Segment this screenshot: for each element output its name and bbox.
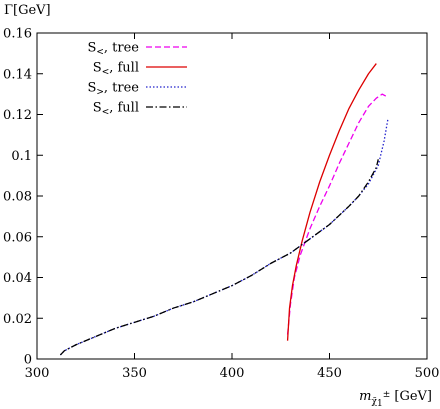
y-tick-label: 0.16 [3, 27, 32, 42]
y-tick-label: 0.02 [3, 312, 32, 327]
y-tick-label: 0.04 [3, 271, 32, 286]
legend: S<, tree S<, full S>, tree S<, full [87, 41, 187, 118]
x-tick-label: 500 [415, 366, 440, 381]
y-tick-label: 0.14 [3, 67, 32, 82]
series-line-3 [59, 118, 389, 356]
x-tick-label: 350 [122, 366, 147, 381]
axes: 300 350 400 450 500 0 0.02 0.04 0.06 0.08 0.1 0.12 0… [3, 3, 439, 409]
x-tick-label: 300 [25, 366, 50, 381]
legend-label-3: S>, tree [87, 81, 139, 98]
series-layer [59, 63, 389, 356]
y-tick-label: 0.1 [11, 149, 32, 164]
series-line-2 [286, 63, 377, 341]
y-tick-label: 0.12 [3, 108, 32, 123]
x-tick-label: 450 [317, 366, 342, 381]
series-line-1 [286, 93, 387, 335]
y-tick-label: 0.08 [3, 190, 32, 205]
legend-label-1: S<, tree [87, 41, 139, 58]
legend-label-2: S<, full [93, 61, 139, 78]
legend-label-4: S<, full [93, 101, 139, 118]
y-tick-label: 0.06 [3, 230, 32, 245]
x-tick-label: 400 [220, 366, 245, 381]
series-line-4 [59, 159, 379, 356]
y-axis-label: Γ[GeV] [4, 3, 51, 18]
y-tick-label: 0 [24, 353, 32, 368]
x-axis-label: mχ̃1± [GeV] [359, 389, 432, 409]
